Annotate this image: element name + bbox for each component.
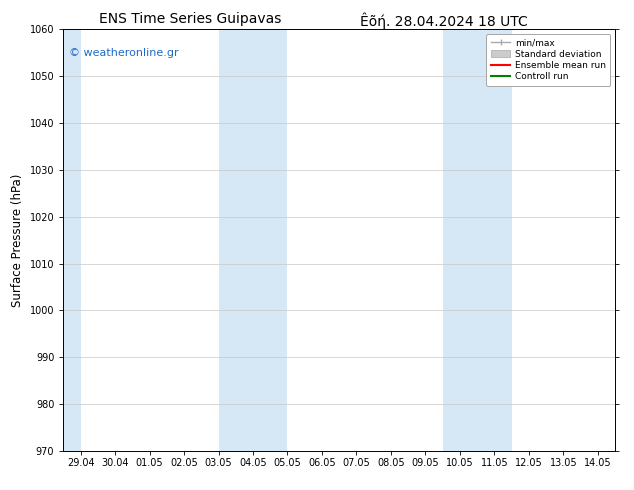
Text: Êõή. 28.04.2024 18 UTC: Êõή. 28.04.2024 18 UTC — [360, 12, 527, 29]
Legend: min/max, Standard deviation, Ensemble mean run, Controll run: min/max, Standard deviation, Ensemble me… — [486, 34, 611, 86]
Y-axis label: Surface Pressure (hPa): Surface Pressure (hPa) — [11, 173, 24, 307]
Bar — [443, 29, 512, 451]
Text: © weatheronline.gr: © weatheronline.gr — [69, 49, 179, 58]
Text: ENS Time Series Guipavas: ENS Time Series Guipavas — [99, 12, 281, 26]
Bar — [219, 29, 287, 451]
Bar — [63, 29, 81, 451]
